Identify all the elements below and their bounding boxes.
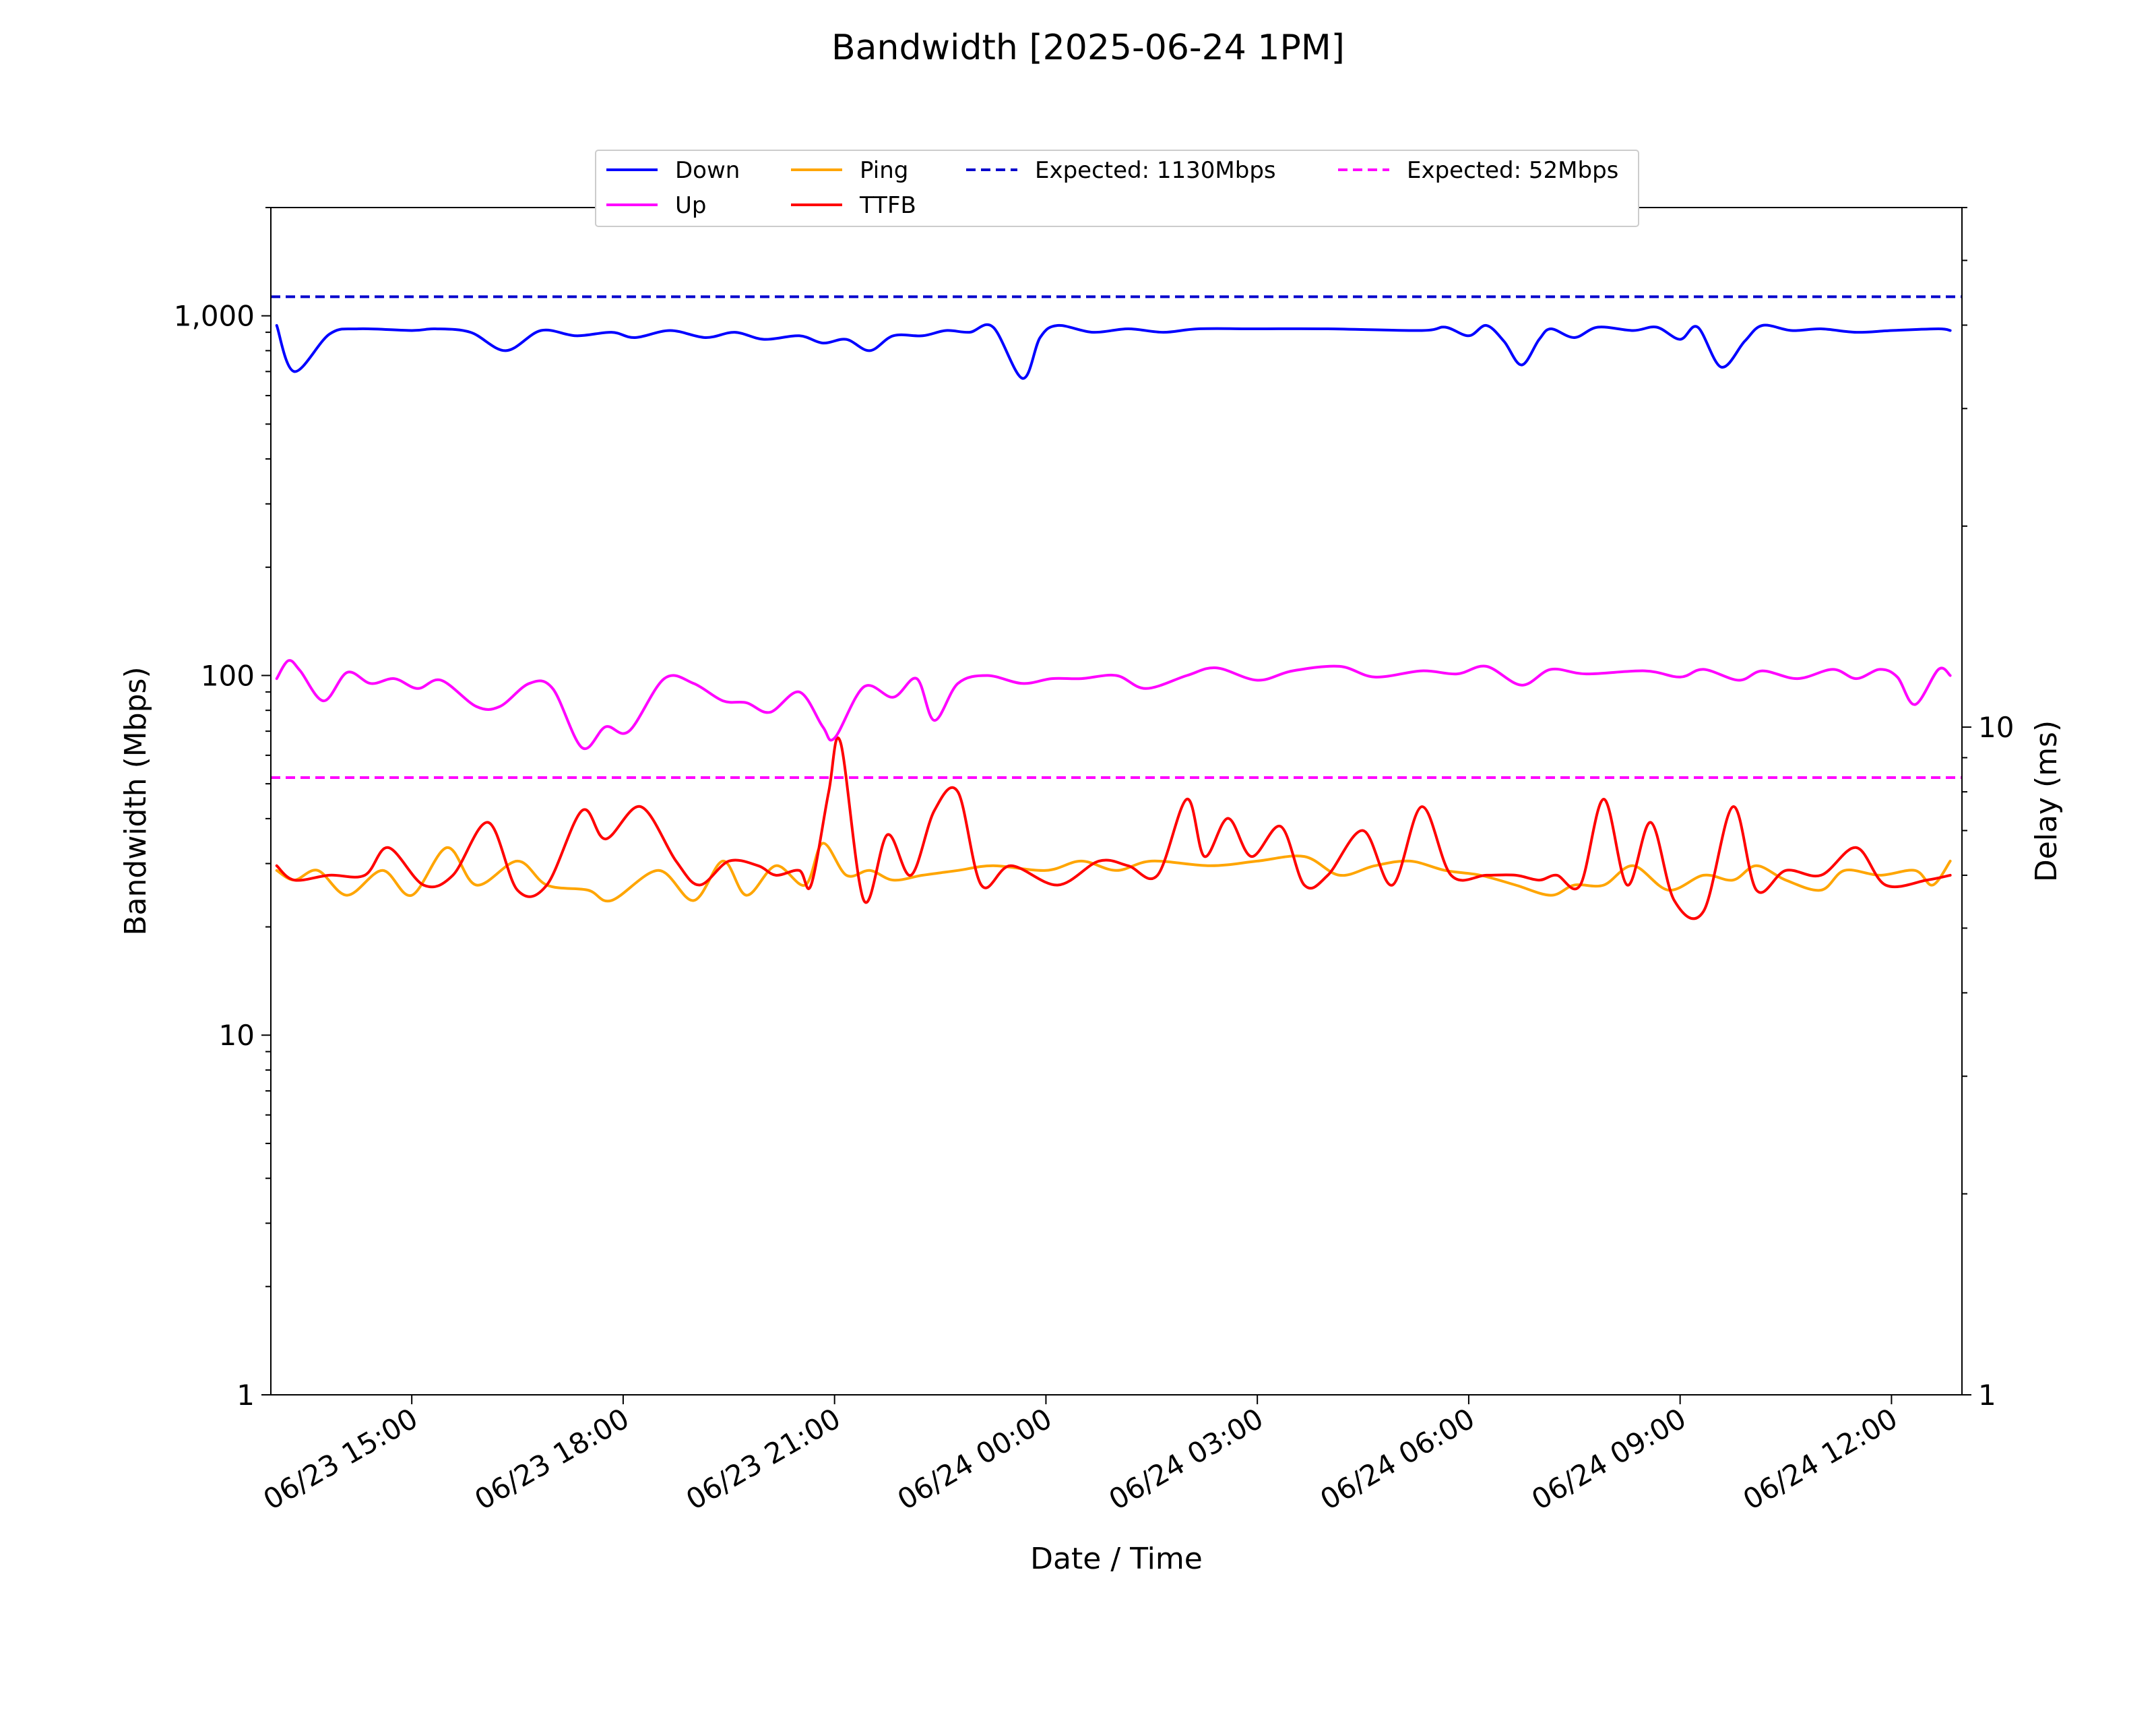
y-right-tick-label: 1 — [1978, 1379, 1996, 1412]
y-left-tick-label: 1 — [236, 1379, 255, 1412]
x-axis-label: Date / Time — [1030, 1542, 1203, 1576]
legend-box — [595, 150, 1639, 227]
y-axis-right-label: Delay (ms) — [2029, 720, 2064, 882]
series-line-down — [275, 323, 1952, 380]
legend: Down Up Ping TTFB Expected: 1130Mbps Expected… — [595, 150, 1639, 227]
legend-label: Expected: 1130Mbps — [1035, 157, 1276, 184]
series-line-ttfb — [275, 736, 1952, 920]
series-line-ping — [275, 842, 1952, 903]
y-right-tick-label: 10 — [1978, 711, 2014, 744]
legend-label: Up — [675, 192, 706, 219]
legend-label: Down — [675, 157, 740, 184]
legend-label: Ping — [860, 157, 908, 184]
y-left-tick-label: 100 — [201, 659, 255, 692]
y-left-tick-label: 1,000 — [174, 300, 255, 333]
y-left-tick-label: 10 — [219, 1019, 255, 1052]
y-axis-left-label: Bandwidth (Mbps) — [119, 666, 153, 935]
series-line-up — [275, 659, 1952, 751]
series-layer — [271, 295, 1962, 920]
legend-label: TTFB — [859, 192, 916, 219]
chart-title: Bandwidth [2025-06-24 1PM] — [831, 28, 1345, 68]
legend-label: Expected: 52Mbps — [1407, 157, 1618, 184]
